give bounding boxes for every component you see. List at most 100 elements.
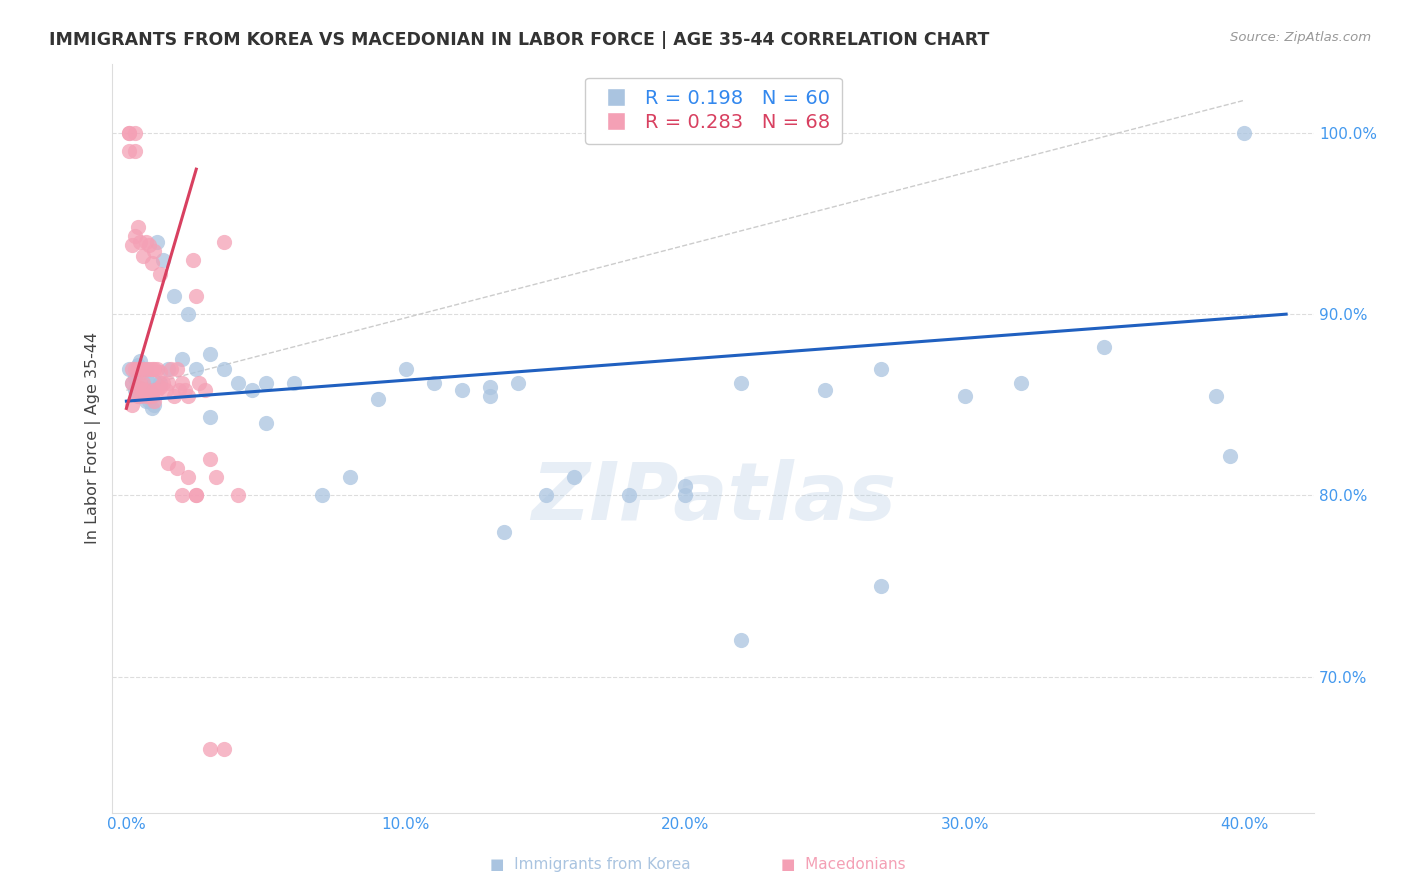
Point (619, 488, 641, 502)
Point (124, 144, 146, 158)
Point (143, 361, 166, 376)
Point (149, 267, 172, 281)
Point (124, 361, 146, 376)
Point (212, 361, 235, 376)
Point (730, 376, 752, 390)
Point (138, 361, 160, 376)
Point (226, 488, 249, 502)
Point (121, 238, 143, 252)
Point (121, 361, 143, 376)
Point (129, 361, 152, 376)
Point (240, 384, 263, 398)
Point (124, 370, 146, 384)
Point (146, 384, 169, 398)
Point (146, 361, 169, 376)
Point (121, 376, 143, 390)
Point (166, 461, 188, 475)
Point (870, 361, 893, 376)
Point (194, 384, 217, 398)
Point (143, 384, 166, 398)
Point (135, 389, 157, 403)
Point (127, 379, 149, 393)
Point (730, 633, 752, 648)
Point (188, 376, 211, 390)
Point (1219, 449, 1241, 463)
Point (124, 229, 146, 244)
Point (177, 307, 200, 321)
Point (562, 470, 585, 484)
Point (129, 376, 152, 390)
Point (135, 361, 157, 376)
Point (152, 376, 174, 390)
Point (118, 126, 141, 140)
Point (129, 384, 152, 398)
Point (367, 392, 389, 407)
Point (127, 220, 149, 235)
Point (118, 126, 141, 140)
Point (1233, 126, 1256, 140)
Point (138, 238, 160, 252)
Point (1094, 340, 1116, 354)
Text: ■  Immigrants from Korea: ■ Immigrants from Korea (491, 857, 690, 872)
Point (132, 384, 155, 398)
Point (132, 249, 155, 263)
Point (186, 488, 208, 502)
Point (177, 389, 200, 403)
Point (138, 376, 160, 390)
Point (135, 235, 157, 249)
Point (118, 144, 141, 158)
Point (129, 389, 152, 403)
Point (127, 361, 149, 376)
Point (132, 361, 155, 376)
Point (141, 389, 163, 403)
Point (169, 384, 191, 398)
Point (149, 365, 172, 379)
Point (172, 352, 194, 367)
Point (141, 256, 163, 270)
Point (163, 389, 186, 403)
Point (423, 376, 446, 390)
Point (127, 389, 149, 403)
Point (1010, 376, 1032, 390)
Point (492, 524, 515, 539)
Point (478, 389, 501, 403)
Point (177, 470, 200, 484)
Point (166, 361, 188, 376)
Point (132, 376, 155, 390)
Point (450, 384, 472, 398)
Point (121, 376, 143, 390)
Point (395, 361, 418, 376)
Point (1205, 389, 1227, 403)
Point (132, 389, 155, 403)
Point (138, 389, 160, 403)
Point (339, 470, 361, 484)
Point (163, 289, 186, 303)
Point (283, 376, 305, 390)
Point (311, 488, 333, 502)
Point (183, 252, 205, 267)
Point (478, 379, 501, 393)
Point (814, 384, 837, 398)
Point (143, 394, 166, 409)
Point (200, 742, 222, 756)
Point (673, 488, 696, 502)
Point (212, 235, 235, 249)
Point (124, 126, 146, 140)
Point (254, 416, 277, 430)
Point (118, 361, 141, 376)
Point (212, 742, 235, 756)
Point (138, 394, 160, 409)
Point (141, 401, 163, 416)
Text: Source: ZipAtlas.com: Source: ZipAtlas.com (1230, 31, 1371, 45)
Point (506, 376, 529, 390)
Point (157, 361, 180, 376)
Point (534, 488, 557, 502)
Point (129, 235, 152, 249)
Point (160, 361, 183, 376)
Point (953, 389, 976, 403)
Point (132, 365, 155, 379)
Point (870, 579, 893, 593)
Point (141, 384, 163, 398)
Point (135, 394, 157, 409)
Legend: R = 0.198   N = 60, R = 0.283   N = 68: R = 0.198 N = 60, R = 0.283 N = 68 (585, 78, 842, 144)
